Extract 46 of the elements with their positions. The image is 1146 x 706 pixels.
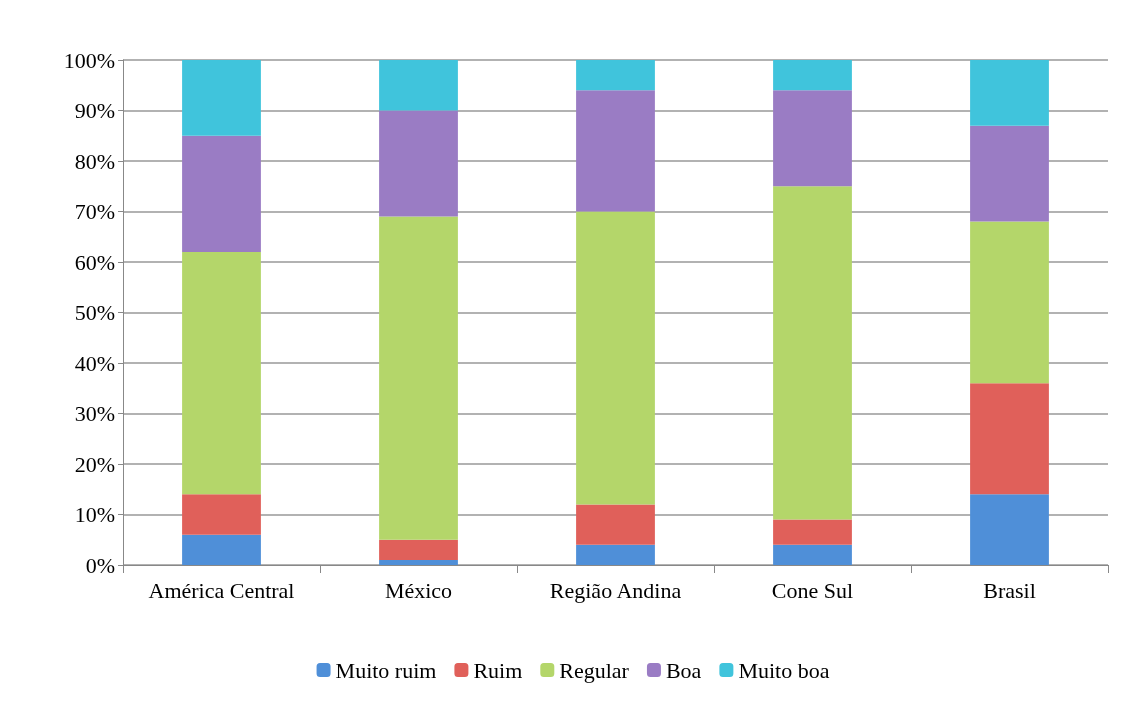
y-tick-label: 50% [74, 300, 115, 325]
y-tick-label: 70% [74, 199, 115, 224]
bar [379, 216, 458, 540]
bar [970, 125, 1049, 222]
legend-label: Regular [559, 657, 630, 683]
bar [379, 539, 458, 560]
x-tick-label: Cone Sul [771, 577, 854, 603]
bar [576, 544, 655, 565]
y-tick-label: 100% [63, 47, 115, 73]
x-tick-label: Brasil [983, 577, 1036, 603]
y-tick-label: 0% [85, 552, 115, 578]
x-tick-label: Região Andina [549, 577, 682, 603]
bar [379, 110, 458, 217]
y-tick-label: 10% [74, 502, 115, 527]
bar [773, 186, 852, 520]
bar [576, 504, 655, 545]
bar [773, 519, 852, 545]
bar [970, 494, 1049, 565]
bar [773, 90, 852, 187]
y-tick-label: 60% [74, 249, 115, 275]
y-tick-label: 40% [74, 350, 115, 376]
x-tick-label: México [384, 577, 453, 603]
y-tick-label: 30% [74, 401, 115, 426]
bar [182, 494, 261, 535]
bar [773, 60, 852, 91]
bar [970, 383, 1049, 495]
bar [379, 60, 458, 111]
y-tick-label: 80% [74, 148, 115, 174]
x-tick-label: América Central [148, 577, 295, 603]
bar [970, 60, 1049, 126]
y-tick-label: 20% [74, 451, 115, 477]
bar [182, 135, 261, 252]
legend-label: Muito boa [738, 657, 830, 683]
bar [970, 221, 1049, 384]
legend-label: Boa [665, 657, 702, 683]
bar [379, 559, 458, 565]
bar [576, 90, 655, 212]
bar [182, 251, 261, 495]
bar [576, 60, 655, 91]
bar [773, 544, 852, 565]
y-tick-label: 90% [74, 98, 115, 123]
bar [182, 60, 261, 136]
legend-label: Muito ruim [335, 657, 437, 683]
legend-label: Ruim [473, 657, 523, 683]
bar [182, 534, 261, 565]
bar [576, 211, 655, 505]
